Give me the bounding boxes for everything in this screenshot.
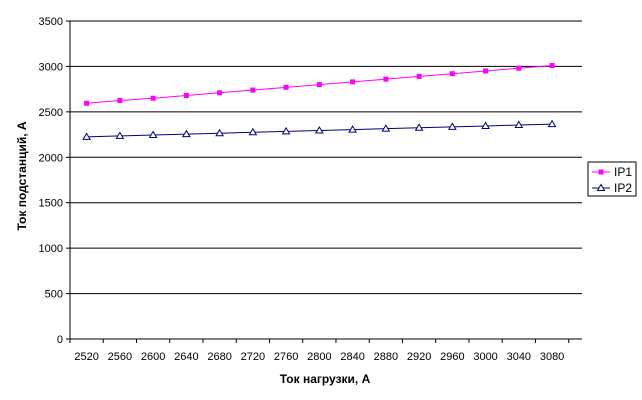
data-point [150,95,156,101]
x-tick-label: 2840 [340,351,364,363]
data-point [250,87,256,93]
legend-marker [598,169,604,175]
x-tick-label: 2720 [241,351,265,363]
data-point [215,128,224,137]
plot-area [69,21,582,340]
data-point [447,122,457,130]
x-tick-label: 2760 [274,351,298,363]
data-point [148,130,158,139]
data-point [449,71,455,77]
data-point [183,93,189,99]
legend-box [587,161,637,197]
x-tick-label: 2920 [407,351,431,363]
y-tick-label: 500 [45,289,63,301]
gridlines [70,20,582,295]
data-point [217,90,223,96]
x-tick-label: 2960 [440,351,464,363]
data-point [181,129,191,138]
series-ip1 [84,63,555,106]
y-axis-ticks: 0 500 1000 1500 2000 2500 3000 3500 [39,16,70,346]
legend-marker [596,183,606,191]
data-point [547,119,557,128]
series-ip2 [82,119,557,140]
x-axis-ticks: 2520 2560 2600 2640 2680 2720 2760 2800 2840 2880… [69,339,570,363]
data-point [514,120,524,129]
x-tick-label: 2560 [108,351,132,363]
data-point [516,65,522,71]
x-tick-label: 2600 [141,351,165,363]
y-axis-title: Ток подстанций, А [15,121,29,230]
x-tick-label: 3000 [473,351,497,363]
data-point [248,127,258,136]
x-tick-label: 3040 [507,351,531,363]
x-tick-label: 2680 [207,351,231,363]
data-point [381,124,391,132]
x-tick-label: 2520 [74,351,98,363]
data-point [314,125,324,134]
data-point [483,68,489,74]
x-tick-label: 2640 [174,351,198,363]
data-point [383,76,389,82]
y-tick-label: 3000 [39,61,63,73]
legend-label: IP2 [614,181,632,195]
data-point [481,121,490,129]
data-point [82,132,91,140]
legend-label: IP1 [614,165,632,179]
data-point [316,82,322,88]
data-point [348,125,357,133]
data-point [84,100,90,106]
data-point [416,73,422,79]
y-tick-label: 1000 [39,243,63,255]
y-tick-label: 2500 [39,107,63,119]
data-point [117,98,123,103]
y-tick-label: 1500 [39,198,63,210]
y-tick-label: 0 [57,334,63,346]
x-tick-label: 3080 [540,351,564,363]
y-tick-label: 3500 [39,16,63,28]
x-tick-label: 2880 [374,351,398,363]
series-group [82,63,557,140]
data-point [283,84,289,90]
data-point [281,126,291,135]
data-point [115,131,125,139]
y-tick-label: 2000 [39,152,63,164]
x-axis-title: Ток нагрузки, А [280,372,371,386]
data-point [414,123,424,131]
x-tick-label: 2800 [307,351,331,363]
data-point [549,63,555,69]
data-point [350,79,356,85]
